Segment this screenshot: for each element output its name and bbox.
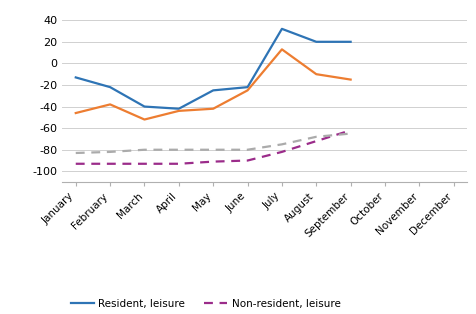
Legend: Resident, leisure, Resident, business, Non-resident, leisure, Non-resident, busi: Resident, leisure, Resident, business, N… [67, 295, 355, 314]
